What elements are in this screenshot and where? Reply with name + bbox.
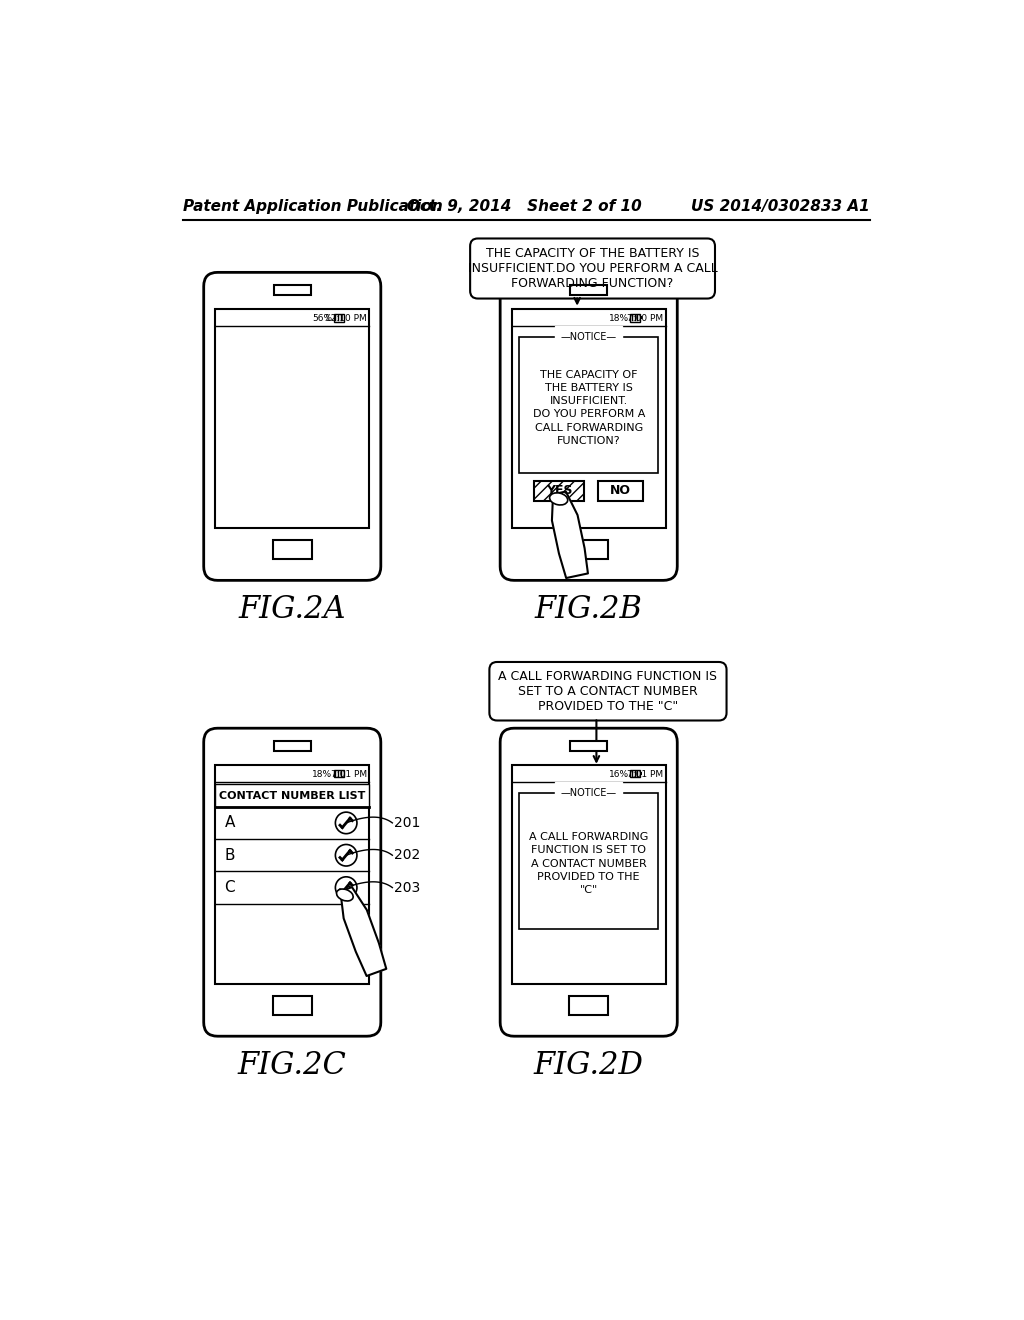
Bar <box>512 309 666 528</box>
Bar <box>215 309 370 528</box>
Bar <box>512 766 666 983</box>
Bar <box>273 742 310 751</box>
Text: 16%: 16% <box>608 770 629 779</box>
Text: NO: NO <box>610 484 631 498</box>
Ellipse shape <box>550 492 567 506</box>
FancyBboxPatch shape <box>470 239 715 298</box>
Bar <box>631 314 640 322</box>
Text: Patent Application Publication: Patent Application Publication <box>183 198 442 214</box>
Bar <box>569 997 608 1015</box>
Bar <box>273 997 311 1015</box>
Text: FIG.2A: FIG.2A <box>239 594 346 626</box>
Bar <box>344 772 345 775</box>
Bar <box>334 770 344 777</box>
Bar <box>273 540 311 558</box>
Text: FIG.2C: FIG.2C <box>238 1049 347 1081</box>
Text: 7:01 PM: 7:01 PM <box>331 770 367 779</box>
Bar <box>519 337 658 473</box>
Bar <box>570 285 607 296</box>
Text: 201: 201 <box>394 816 420 830</box>
Text: A CALL FORWARDING FUNCTION IS
SET TO A CONTACT NUMBER
PROVIDED TO THE "C": A CALL FORWARDING FUNCTION IS SET TO A C… <box>499 669 718 713</box>
Polygon shape <box>552 491 588 578</box>
Bar <box>519 793 658 929</box>
Circle shape <box>336 812 357 834</box>
Text: FIG.2B: FIG.2B <box>535 594 643 626</box>
Text: C: C <box>224 880 236 895</box>
Bar <box>640 772 642 775</box>
Text: CONTACT NUMBER LIST: CONTACT NUMBER LIST <box>219 791 366 801</box>
Bar <box>631 770 640 777</box>
Text: —NOTICE—: —NOTICE— <box>561 788 616 797</box>
FancyBboxPatch shape <box>500 272 677 581</box>
Bar <box>569 540 608 558</box>
Bar <box>535 480 585 500</box>
Bar <box>215 766 370 983</box>
Text: B: B <box>224 847 234 863</box>
Text: 12:10 PM: 12:10 PM <box>326 314 367 323</box>
Bar <box>215 784 370 807</box>
FancyBboxPatch shape <box>204 272 381 581</box>
Bar <box>535 480 585 500</box>
Bar <box>640 317 642 319</box>
FancyBboxPatch shape <box>489 663 727 721</box>
Text: 7:00 PM: 7:00 PM <box>628 314 664 323</box>
Text: 203: 203 <box>394 880 420 895</box>
Text: THE CAPACITY OF
THE BATTERY IS
INSUFFICIENT.
DO YOU PERFORM A
CALL FORWARDING
FU: THE CAPACITY OF THE BATTERY IS INSUFFICI… <box>532 370 645 446</box>
Text: Oct. 9, 2014   Sheet 2 of 10: Oct. 9, 2014 Sheet 2 of 10 <box>408 198 642 214</box>
Text: 56%: 56% <box>312 314 333 323</box>
Bar <box>273 285 310 296</box>
Text: A CALL FORWARDING
FUNCTION IS SET TO
A CONTACT NUMBER
PROVIDED TO THE
"C": A CALL FORWARDING FUNCTION IS SET TO A C… <box>529 833 648 895</box>
Polygon shape <box>340 887 386 975</box>
Ellipse shape <box>337 888 353 902</box>
Text: US 2014/0302833 A1: US 2014/0302833 A1 <box>691 198 869 214</box>
Text: THE CAPACITY OF THE BATTERY IS
INSUFFICIENT.DO YOU PERFORM A CALL
FORWARDING FUN: THE CAPACITY OF THE BATTERY IS INSUFFICI… <box>468 247 718 290</box>
Bar <box>598 480 643 500</box>
Text: A: A <box>224 816 234 830</box>
Text: 202: 202 <box>394 849 420 862</box>
Circle shape <box>336 876 357 899</box>
Text: 18%: 18% <box>608 314 629 323</box>
Text: YES: YES <box>546 484 572 498</box>
Bar <box>334 314 344 322</box>
Bar <box>344 317 345 319</box>
Text: 18%: 18% <box>312 770 333 779</box>
Text: FIG.2D: FIG.2D <box>534 1049 644 1081</box>
FancyBboxPatch shape <box>204 729 381 1036</box>
Bar <box>570 742 607 751</box>
Circle shape <box>336 845 357 866</box>
FancyBboxPatch shape <box>500 729 677 1036</box>
Text: —NOTICE—: —NOTICE— <box>561 333 616 342</box>
Text: 7:01 PM: 7:01 PM <box>628 770 664 779</box>
